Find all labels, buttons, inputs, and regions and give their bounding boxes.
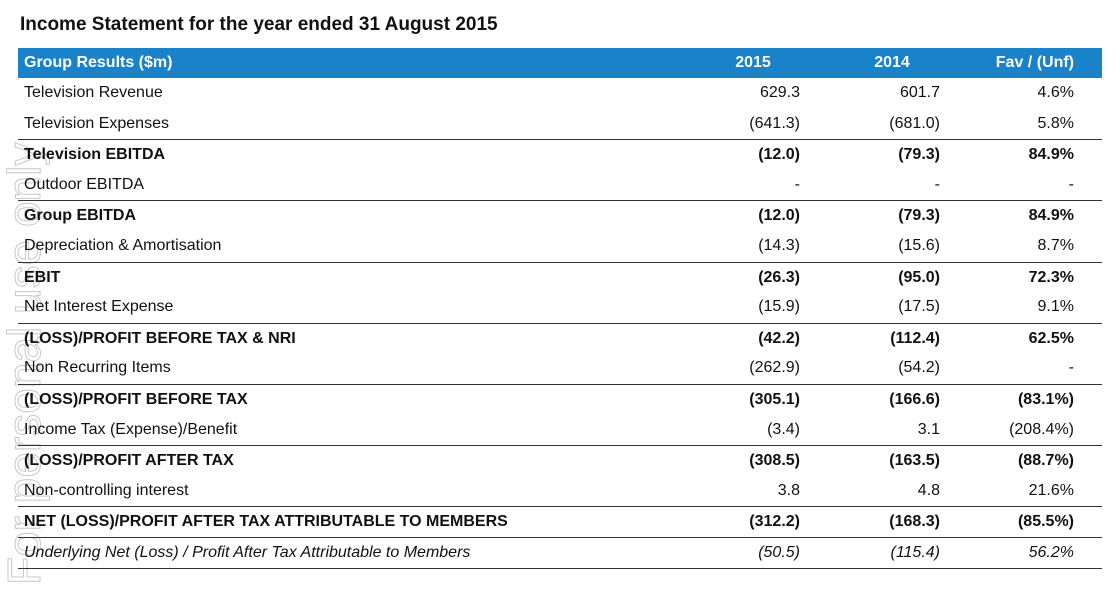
table-cell: 56.2% <box>1028 544 1074 561</box>
table-cell: 8.7% <box>1037 237 1074 254</box>
table-cell: (79.3) <box>898 207 940 225</box>
table-row: Group EBITDA (12.0) (79.3) 84.9% <box>18 200 1102 231</box>
table-cell: Net Interest Expense <box>24 298 174 316</box>
table-cell: (83.1%) <box>1017 391 1074 408</box>
table-cell: (262.9) <box>749 359 800 377</box>
table-cell: Non-controlling interest <box>24 481 189 499</box>
table-cell: 3.8 <box>777 481 800 499</box>
table-cell: (12.0) <box>758 207 800 225</box>
table-cell: (115.4) <box>890 544 940 561</box>
table-cell: 72.3% <box>1028 268 1074 286</box>
table-cell: (208.4%) <box>1009 420 1074 438</box>
table-cell: (312.2) <box>749 513 800 531</box>
table-cell: (LOSS)/PROFIT AFTER TAX <box>24 452 234 470</box>
table-row: Television Expenses (641.3) (681.0) 5.8% <box>18 109 1102 139</box>
table-row: (LOSS)/PROFIT BEFORE TAX (305.1) (166.6) (8… <box>18 384 1102 415</box>
table-row: NET (LOSS)/PROFIT AFTER TAX ATTRIBUTABLE… <box>18 506 1102 537</box>
table-cell: Outdoor EBITDA <box>24 175 145 193</box>
table-row: Television EBITDA (12.0) (79.3) 84.9% <box>18 139 1102 170</box>
table-cell: 21.6% <box>1028 481 1074 499</box>
title: Income Statement for the year ended 31 A… <box>20 14 498 35</box>
table-cell: (54.2) <box>898 359 940 377</box>
table-cell: Television EBITDA <box>24 146 166 164</box>
table-cell: (88.7%) <box>1017 452 1074 470</box>
table-row: Net Interest Expense (15.9) (17.5) 9.1% <box>18 292 1102 322</box>
table-cell: (308.5) <box>749 452 800 470</box>
table-cell: 84.9% <box>1028 146 1074 164</box>
table-cell: (LOSS)/PROFIT BEFORE TAX & NRI <box>24 329 296 347</box>
header-cell: 2014 <box>874 54 910 71</box>
table-row: EBIT (26.3) (95.0) 72.3% <box>18 261 1102 293</box>
table-cell: 3.1 <box>917 420 940 438</box>
table-cell: (14.3) <box>758 237 800 254</box>
table-cell: (3.4) <box>767 420 800 438</box>
header-cell: 2015 <box>735 54 771 71</box>
table-cell: (166.6) <box>889 391 940 408</box>
table-cell: - <box>1068 175 1074 193</box>
table-cell: 4.6% <box>1037 84 1074 101</box>
table-cell: Television Expenses <box>24 114 169 132</box>
table-cell: Group EBITDA <box>24 207 136 225</box>
watermark-layer: For personal use only <box>0 142 51 585</box>
table-header: Group Results ($m) 2015 2014 Fav / (Unf) <box>18 48 1102 78</box>
table-cell: 84.9% <box>1028 207 1074 225</box>
table-cell: 629.3 <box>759 84 800 101</box>
table-cell: (95.0) <box>898 268 940 286</box>
table-row: Television Revenue 629.3 601.7 4.6% <box>18 78 1102 108</box>
table-cell: 9.1% <box>1037 298 1074 316</box>
table-row: Non-controlling interest 3.8 4.8 21.6% <box>18 476 1102 506</box>
table-cell: EBIT <box>24 268 61 286</box>
table-cell: (168.3) <box>889 513 940 531</box>
table-cell: NET (LOSS)/PROFIT AFTER TAX ATTRIBUTABLE… <box>24 513 508 531</box>
watermark: For personal use only <box>0 143 50 585</box>
table-row: (LOSS)/PROFIT AFTER TAX (308.5) (163.5) (88… <box>18 445 1102 476</box>
table-cell: (50.5) <box>758 544 800 561</box>
table-cell: (112.4) <box>890 329 940 347</box>
table-row: Depreciation & Amortisation (14.3) (15.6) 8… <box>18 231 1102 261</box>
table-cell: Depreciation & Amortisation <box>24 237 222 254</box>
table-cell: (681.0) <box>889 114 940 132</box>
table-cell: (17.5) <box>898 298 940 316</box>
table-cell: - <box>1068 359 1074 377</box>
table-cell: (12.0) <box>758 146 800 164</box>
table-cell: Underlying Net (Loss) / Profit After Tax… <box>24 544 471 561</box>
table-row: (LOSS)/PROFIT BEFORE TAX & NRI (42.2) (112… <box>18 322 1102 354</box>
table-row: Underlying Net (Loss) / Profit After Tax… <box>18 537 1102 569</box>
table-cell: (641.3) <box>749 114 800 132</box>
table-cell: 5.8% <box>1037 114 1074 132</box>
table-cell: (26.3) <box>758 268 800 286</box>
table-cell: - <box>934 175 940 193</box>
table-row: Income Tax (Expense)/Benefit (3.4) 3.1 (208… <box>18 415 1102 445</box>
table-cell: - <box>794 175 800 193</box>
table-cell: (163.5) <box>889 452 940 470</box>
table-cell: (42.2) <box>758 329 800 347</box>
table-cell: 4.8 <box>917 481 940 499</box>
table-cell: Non Recurring Items <box>24 359 171 377</box>
table-row: Non Recurring Items (262.9) (54.2) - <box>18 353 1102 383</box>
table-cell: (85.5%) <box>1017 513 1074 531</box>
table-cell: (15.9) <box>758 298 800 316</box>
table-cell: 62.5% <box>1028 329 1074 347</box>
table-cell: 601.7 <box>899 84 940 101</box>
table-cell: Television Revenue <box>24 84 163 101</box>
table-cell: Income Tax (Expense)/Benefit <box>24 420 238 438</box>
table-cell: (LOSS)/PROFIT BEFORE TAX <box>24 391 248 408</box>
table-cell: (79.3) <box>898 146 940 164</box>
header-cell: Fav / (Unf) <box>995 54 1074 71</box>
table-cell: (305.1) <box>749 391 800 408</box>
table-row: Outdoor EBITDA - - - <box>18 170 1102 200</box>
table-cell: (15.6) <box>898 237 940 254</box>
header-cell: Group Results ($m) <box>24 54 173 71</box>
